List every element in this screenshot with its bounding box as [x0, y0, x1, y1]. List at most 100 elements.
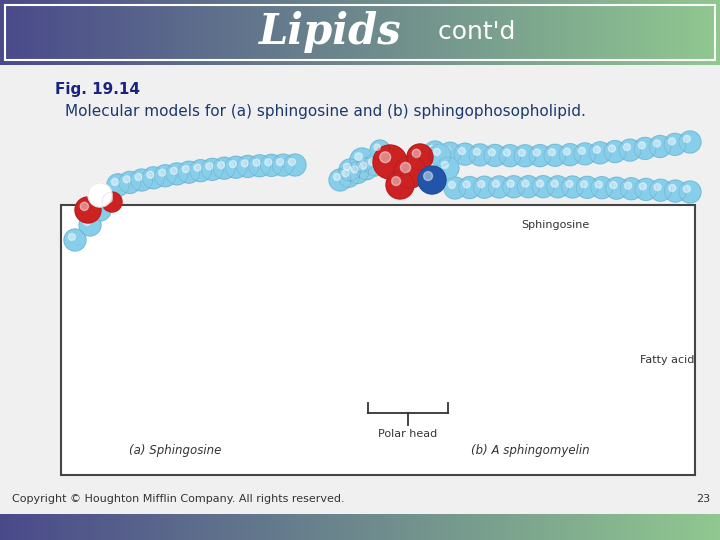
Bar	[61, 205, 695, 475]
Circle shape	[459, 177, 481, 199]
Circle shape	[171, 167, 177, 174]
Circle shape	[463, 181, 470, 188]
Circle shape	[441, 161, 449, 168]
Circle shape	[591, 177, 613, 199]
Text: Copyright © Houghton Mifflin Company. All rights reserved.: Copyright © Houghton Mifflin Company. Al…	[12, 494, 345, 504]
Circle shape	[370, 140, 390, 160]
Circle shape	[518, 149, 526, 156]
Circle shape	[106, 196, 112, 202]
Circle shape	[580, 181, 588, 188]
Circle shape	[578, 147, 585, 154]
Circle shape	[439, 142, 461, 164]
Circle shape	[206, 163, 213, 170]
Circle shape	[261, 154, 282, 177]
Circle shape	[625, 182, 631, 189]
Circle shape	[549, 148, 555, 156]
Circle shape	[194, 164, 201, 171]
Circle shape	[276, 158, 284, 166]
Text: cont'd: cont'd	[430, 21, 516, 44]
Circle shape	[683, 185, 690, 192]
Circle shape	[679, 181, 701, 203]
Circle shape	[474, 148, 480, 156]
Circle shape	[130, 169, 153, 191]
Circle shape	[449, 181, 456, 188]
Circle shape	[649, 179, 672, 201]
Circle shape	[350, 148, 374, 172]
Circle shape	[654, 140, 660, 147]
Circle shape	[143, 167, 164, 189]
Text: Molecular models for (a) sphingosine and (b) sphingophosopholipid.: Molecular models for (a) sphingosine and…	[65, 104, 586, 119]
Circle shape	[503, 149, 510, 156]
Circle shape	[99, 184, 121, 206]
Circle shape	[339, 159, 361, 181]
Circle shape	[289, 158, 295, 165]
Circle shape	[392, 177, 400, 186]
Circle shape	[64, 229, 86, 251]
Circle shape	[107, 174, 129, 196]
Circle shape	[225, 156, 247, 178]
Circle shape	[604, 140, 626, 163]
Circle shape	[459, 147, 465, 154]
Circle shape	[112, 178, 118, 185]
Text: Fatty acid: Fatty acid	[640, 355, 694, 365]
Circle shape	[593, 146, 600, 153]
Circle shape	[507, 180, 514, 187]
Circle shape	[89, 199, 111, 221]
Circle shape	[364, 154, 386, 176]
Circle shape	[635, 178, 657, 200]
Circle shape	[552, 180, 558, 187]
Text: (a) Sphingosine: (a) Sphingosine	[129, 444, 221, 457]
Circle shape	[213, 157, 235, 179]
Circle shape	[373, 145, 407, 179]
Circle shape	[333, 173, 341, 180]
Circle shape	[88, 183, 112, 207]
Circle shape	[562, 176, 583, 198]
Circle shape	[154, 165, 176, 187]
Circle shape	[619, 139, 641, 161]
Circle shape	[518, 176, 539, 198]
Circle shape	[595, 181, 603, 188]
Circle shape	[166, 163, 188, 185]
Circle shape	[679, 131, 701, 153]
Circle shape	[624, 144, 631, 151]
Circle shape	[473, 176, 495, 198]
Circle shape	[253, 159, 260, 166]
Circle shape	[492, 180, 500, 187]
Circle shape	[230, 160, 236, 167]
Text: Lipids: Lipids	[258, 11, 401, 53]
Circle shape	[424, 141, 446, 163]
Circle shape	[374, 144, 380, 151]
Circle shape	[158, 169, 166, 176]
Circle shape	[429, 144, 451, 166]
Circle shape	[522, 180, 529, 187]
Circle shape	[544, 144, 566, 166]
Circle shape	[576, 176, 598, 198]
Circle shape	[369, 158, 375, 165]
Circle shape	[608, 145, 616, 152]
Circle shape	[428, 145, 436, 152]
Circle shape	[639, 183, 647, 190]
Circle shape	[84, 218, 91, 225]
Circle shape	[394, 156, 426, 188]
Circle shape	[669, 185, 676, 192]
Circle shape	[532, 176, 554, 198]
Circle shape	[217, 161, 225, 168]
Circle shape	[119, 171, 141, 193]
Circle shape	[536, 180, 544, 187]
Circle shape	[574, 143, 596, 165]
Circle shape	[634, 137, 656, 159]
Circle shape	[342, 170, 349, 177]
Circle shape	[123, 176, 130, 183]
Circle shape	[94, 204, 101, 211]
Circle shape	[75, 197, 101, 223]
Circle shape	[546, 176, 569, 198]
Circle shape	[433, 148, 441, 156]
Circle shape	[93, 188, 101, 195]
Circle shape	[503, 176, 525, 198]
Circle shape	[654, 184, 661, 191]
Circle shape	[444, 146, 451, 153]
Circle shape	[620, 178, 642, 200]
Circle shape	[400, 163, 410, 173]
Circle shape	[355, 158, 377, 180]
Circle shape	[407, 144, 433, 170]
